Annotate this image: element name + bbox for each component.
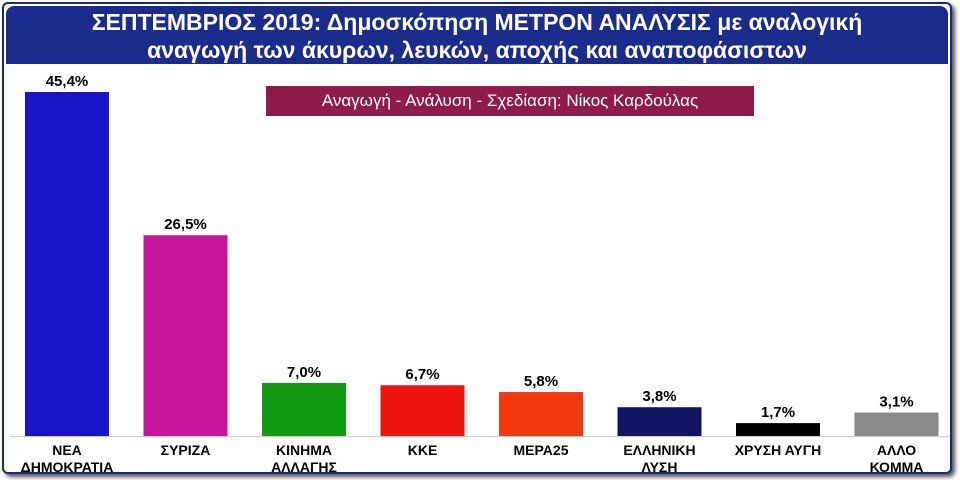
value-label-7: 3,1% [879, 394, 913, 411]
category-label-0-0: ΝΕΑ [52, 442, 82, 458]
category-label-1-0: ΣΥΡΙΖΑ [161, 442, 211, 458]
bar-4 [499, 392, 583, 436]
bar-2 [262, 382, 346, 436]
category-label-5-0: ΕΛΛΗΝΙΚΗ [623, 442, 695, 458]
category-label-2-1: ΑΛΛΑΓΗΣ [271, 459, 337, 475]
value-label-3: 6,7% [405, 366, 439, 383]
category-label-6-0: ΧΡΥΣΗ ΑΥΓΗ [735, 442, 822, 458]
category-label-2-0: ΚΙΝΗΜΑ [276, 442, 332, 458]
chart-title: ΣΕΠΤΕΜΒΡΙΟΣ 2019: Δημοσκόπηση ΜΕΤΡΟΝ ΑΝΑ… [6, 6, 948, 64]
value-label-0: 45,4% [46, 73, 89, 90]
category-label-7-0: ΑΛΛΟ [877, 442, 916, 458]
category-label-3-0: ΚΚΕ [408, 442, 438, 458]
category-label-4-0: ΜΕΡΑ25 [514, 442, 569, 458]
bar-5 [617, 407, 702, 436]
category-label-5-1: ΛΥΣΗ [642, 459, 678, 475]
category-label-7-1: ΚΟΜΜΑ [870, 459, 924, 475]
bar-3 [380, 385, 465, 436]
credit-label: Αναγωγή - Ανάλυση - Σχεδίαση: Νίκος Καρδ… [266, 86, 754, 116]
bar-7 [854, 412, 939, 436]
bar-6 [736, 423, 820, 436]
bar-0 [25, 92, 109, 436]
value-label-2: 7,0% [287, 364, 321, 381]
bar-1 [143, 235, 228, 436]
value-label-1: 26,5% [164, 216, 207, 233]
category-label-0-1: ΔΗΜΟΚΡΑΤΙΑ [21, 459, 114, 475]
title-line-2: αναγωγή των άκυρων, λευκών, αποχής και α… [147, 37, 807, 63]
value-label-6: 1,7% [761, 404, 795, 421]
value-label-5: 3,8% [642, 388, 676, 405]
title-line-1: ΣΕΠΤΕΜΒΡΙΟΣ 2019: Δημοσκόπηση ΜΕΤΡΟΝ ΑΝΑ… [91, 9, 863, 35]
value-label-4: 5,8% [524, 373, 558, 390]
